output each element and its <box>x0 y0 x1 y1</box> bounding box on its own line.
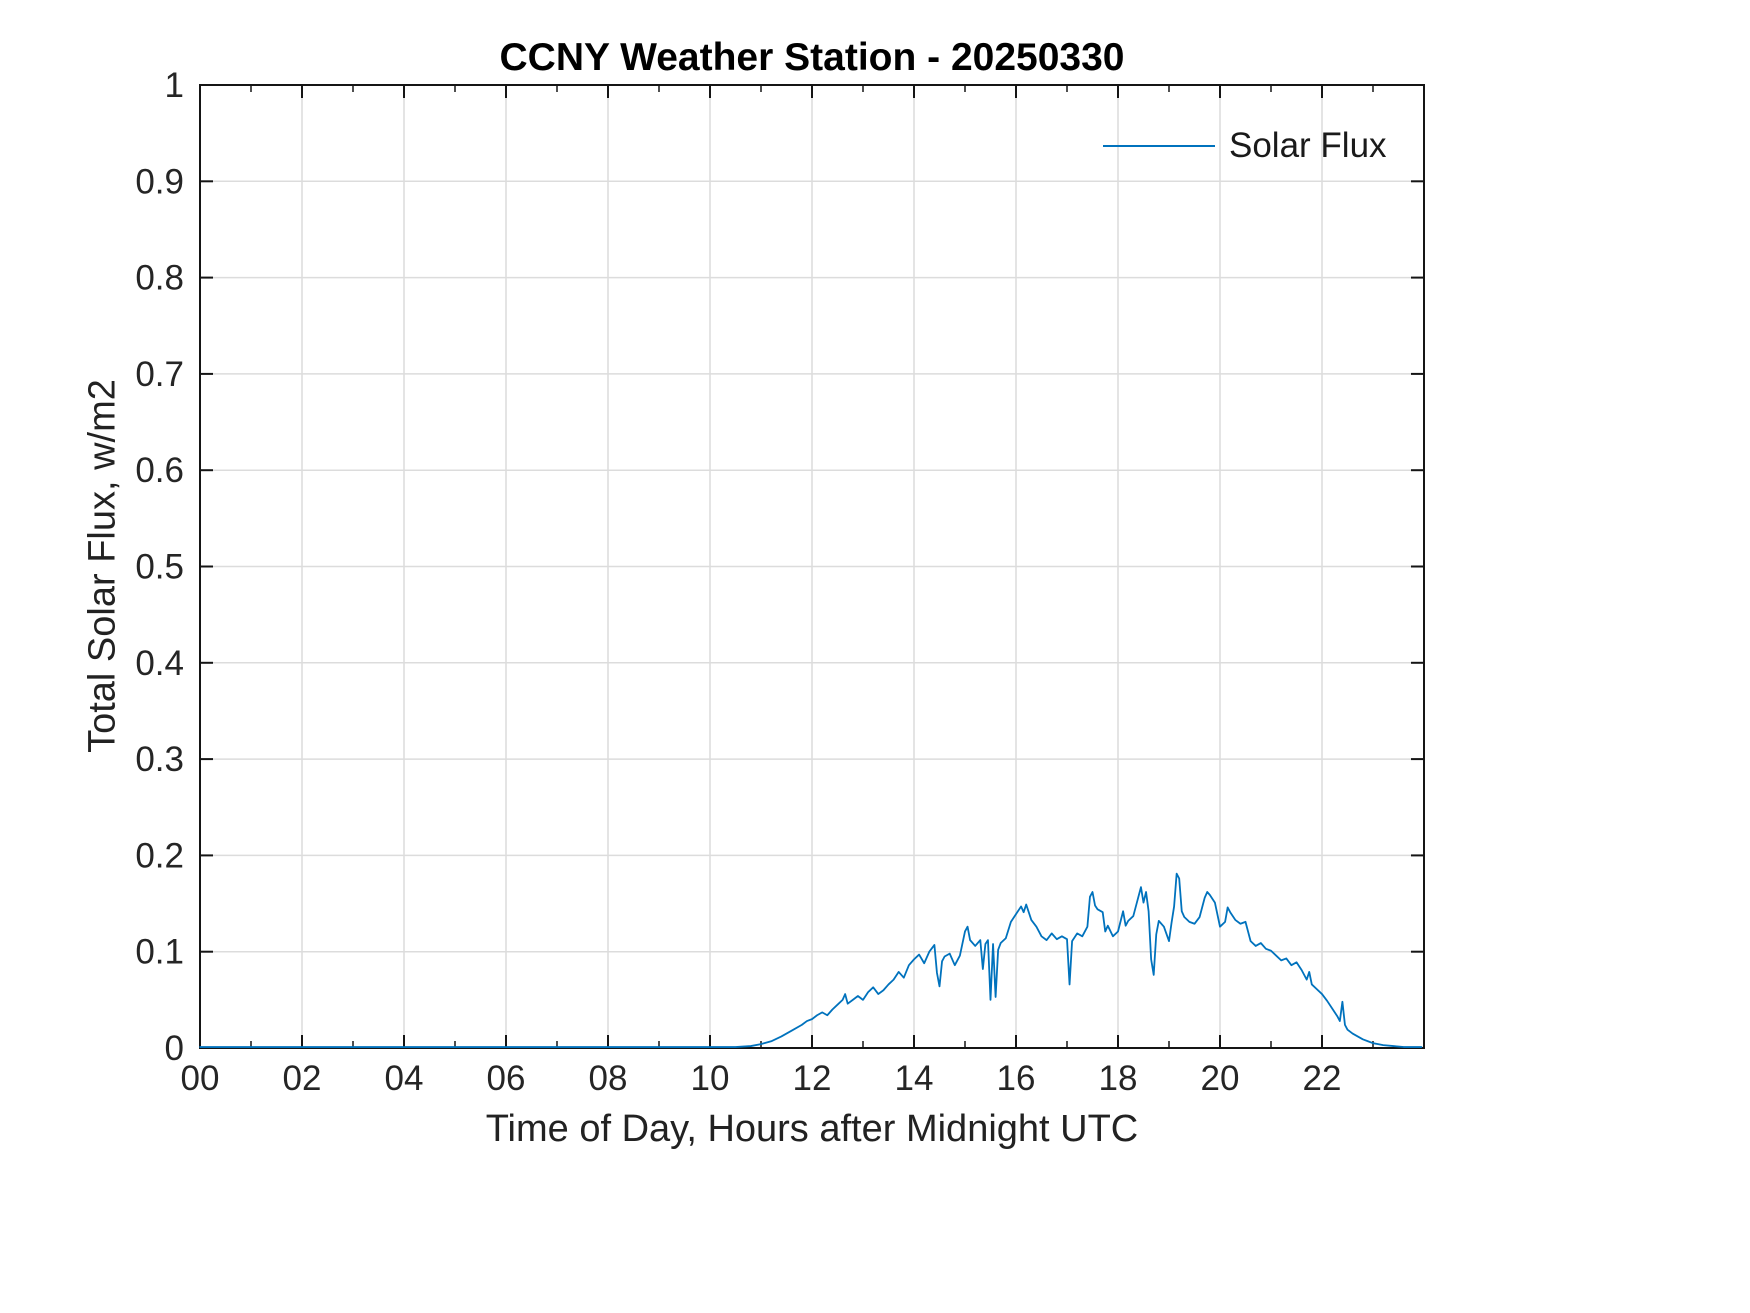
x-tick-label: 20 <box>1201 1059 1240 1098</box>
axes-box <box>199 84 1425 1049</box>
y-axis-label: Total Solar Flux, w/m2 <box>81 379 124 753</box>
y-tick-label: 0.5 <box>135 548 184 587</box>
x-tick-label: 02 <box>283 1059 322 1098</box>
y-tick-label: 0.2 <box>135 836 184 875</box>
y-tick-label: 0.7 <box>135 355 184 394</box>
y-tick-label: 0.1 <box>135 933 184 972</box>
x-tick-label: 18 <box>1099 1059 1138 1098</box>
y-tick-label: 0 <box>165 1029 184 1068</box>
series-line-solar-flux <box>199 872 1423 1048</box>
x-axis-label: Time of Day, Hours after Midnight UTC <box>485 1108 1139 1150</box>
y-tick-label: 0.6 <box>135 451 184 490</box>
x-tick-label: 06 <box>487 1059 526 1098</box>
legend-label: Solar Flux <box>1229 126 1387 165</box>
x-tick-label: 10 <box>691 1059 730 1098</box>
y-tick-label: 1 <box>165 66 184 105</box>
x-tick-label: 04 <box>385 1059 424 1098</box>
chart-title: CCNY Weather Station - 20250330 <box>499 36 1125 79</box>
y-tick-label: 0.3 <box>135 740 184 779</box>
x-tick-label: 16 <box>997 1059 1036 1098</box>
legend-line-icon <box>1103 145 1215 147</box>
y-tick-label: 0.4 <box>135 644 184 683</box>
grid-lines <box>200 85 1424 1048</box>
x-tick-label: 12 <box>793 1059 832 1098</box>
x-tick-label: 08 <box>589 1059 628 1098</box>
y-tick-label: 0.9 <box>135 162 184 201</box>
x-tick-label: 22 <box>1303 1059 1342 1098</box>
x-tick-label: 00 <box>181 1059 220 1098</box>
tick-labels: 00 02 04 06 08 10 12 14 16 18 20 22 0 0.1 0.2 0.3 0.4 0.5… <box>135 66 1341 1098</box>
legend: Solar Flux <box>1103 126 1387 166</box>
y-tick-label: 0.8 <box>135 259 184 298</box>
x-tick-label: 14 <box>895 1059 934 1098</box>
